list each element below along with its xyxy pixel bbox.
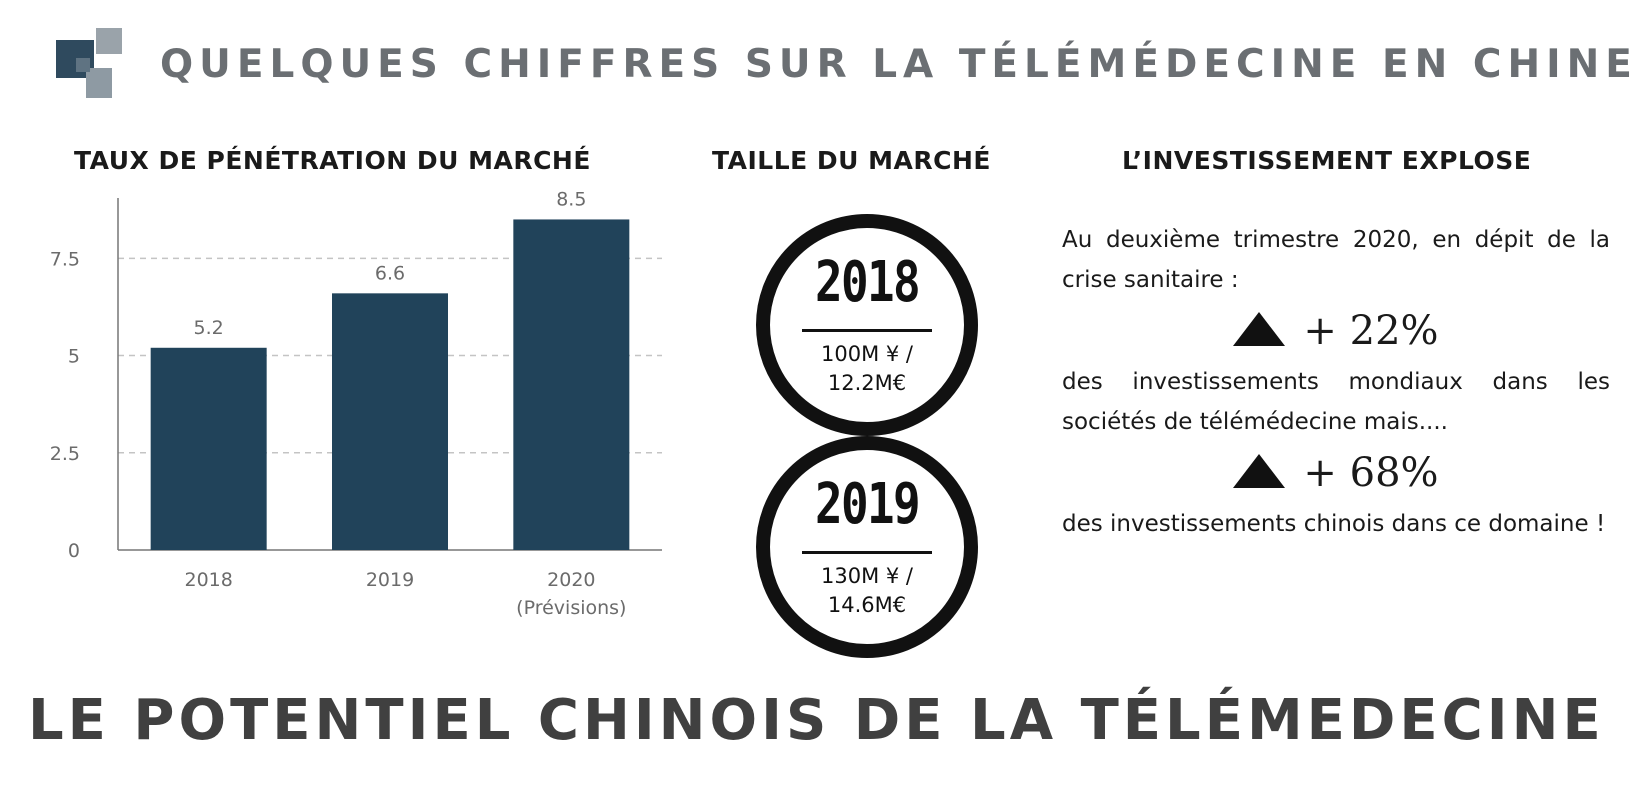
header: QUELQUES CHIFFRES SUR LA TÉLÉMÉDECINE EN… (56, 28, 1632, 98)
market-size-amount: 130M ¥ / 14.6M€ (770, 562, 964, 620)
market-size-title: TAILLE DU MARCHÉ (712, 146, 991, 175)
y-tick-label: 7.5 (50, 248, 80, 270)
up-triangle-icon (1233, 312, 1286, 346)
investment-stat-china: + 68% (1062, 442, 1610, 504)
penetration-title: TAUX DE PÉNÉTRATION DU MARCHÉ (74, 146, 591, 175)
amount-euro: 14.6M€ (827, 593, 907, 617)
data-label: 6.6 (375, 262, 405, 284)
x-tick-label: 2020 (547, 569, 595, 591)
bar-2019 (332, 293, 448, 550)
amount-yuan: 130M ¥ / (821, 564, 913, 588)
amount-euro: 12.2M€ (827, 371, 907, 395)
penetration-bar-chart: 0 2.5 5 7.5 5.2 2018 6.6 2019 8.5 2020 (Prévisions… (50, 190, 662, 619)
page-title: QUELQUES CHIFFRES SUR LA TÉLÉMÉDECINE EN… (160, 42, 1638, 87)
up-triangle-icon (1233, 454, 1286, 488)
y-tick-label: 2.5 (50, 443, 80, 465)
investment-text-china: des investissements chinois dans ce doma… (1062, 511, 1606, 537)
investment-stat-global: + 22% (1062, 300, 1610, 362)
x-tick-label: 2019 (366, 569, 414, 591)
squares-logo-icon (56, 28, 122, 98)
market-size-amount: 100M ¥ / 12.2M€ (770, 340, 964, 398)
market-size-year: 2019 (814, 472, 921, 537)
bar-2020 (513, 219, 630, 550)
bar-2018 (150, 347, 267, 550)
data-label: 5.2 (194, 317, 224, 339)
y-tick-label: 5 (68, 346, 80, 368)
divider (802, 329, 932, 332)
market-size-2019-circle: 2019 130M ¥ / 14.6M€ (756, 436, 978, 658)
market-size-year: 2018 (814, 250, 921, 315)
investment-title: L’INVESTISSEMENT EXPLOSE (1122, 146, 1532, 175)
investment-text-global: des investissements mondiaux dans les so… (1062, 369, 1610, 435)
x-tick-label: 2018 (184, 569, 232, 591)
x-tick-sublabel: (Prévisions) (516, 597, 626, 619)
amount-yuan: 100M ¥ / (821, 342, 913, 366)
footer-title: LE POTENTIEL CHINOIS DE LA TÉLÉMEDECINE (28, 688, 1605, 753)
data-label: 8.5 (556, 190, 586, 210)
y-tick-label: 0 (68, 540, 80, 562)
divider (802, 551, 932, 554)
investment-intro: Au deuxième trimestre 2020, en dépit de … (1062, 227, 1610, 293)
investment-block: Au deuxième trimestre 2020, en dépit de … (1062, 220, 1610, 544)
market-size-2018-circle: 2018 100M ¥ / 12.2M€ (756, 214, 978, 436)
stat-value: + 22% (1303, 308, 1439, 354)
stat-value: + 68% (1303, 450, 1439, 496)
